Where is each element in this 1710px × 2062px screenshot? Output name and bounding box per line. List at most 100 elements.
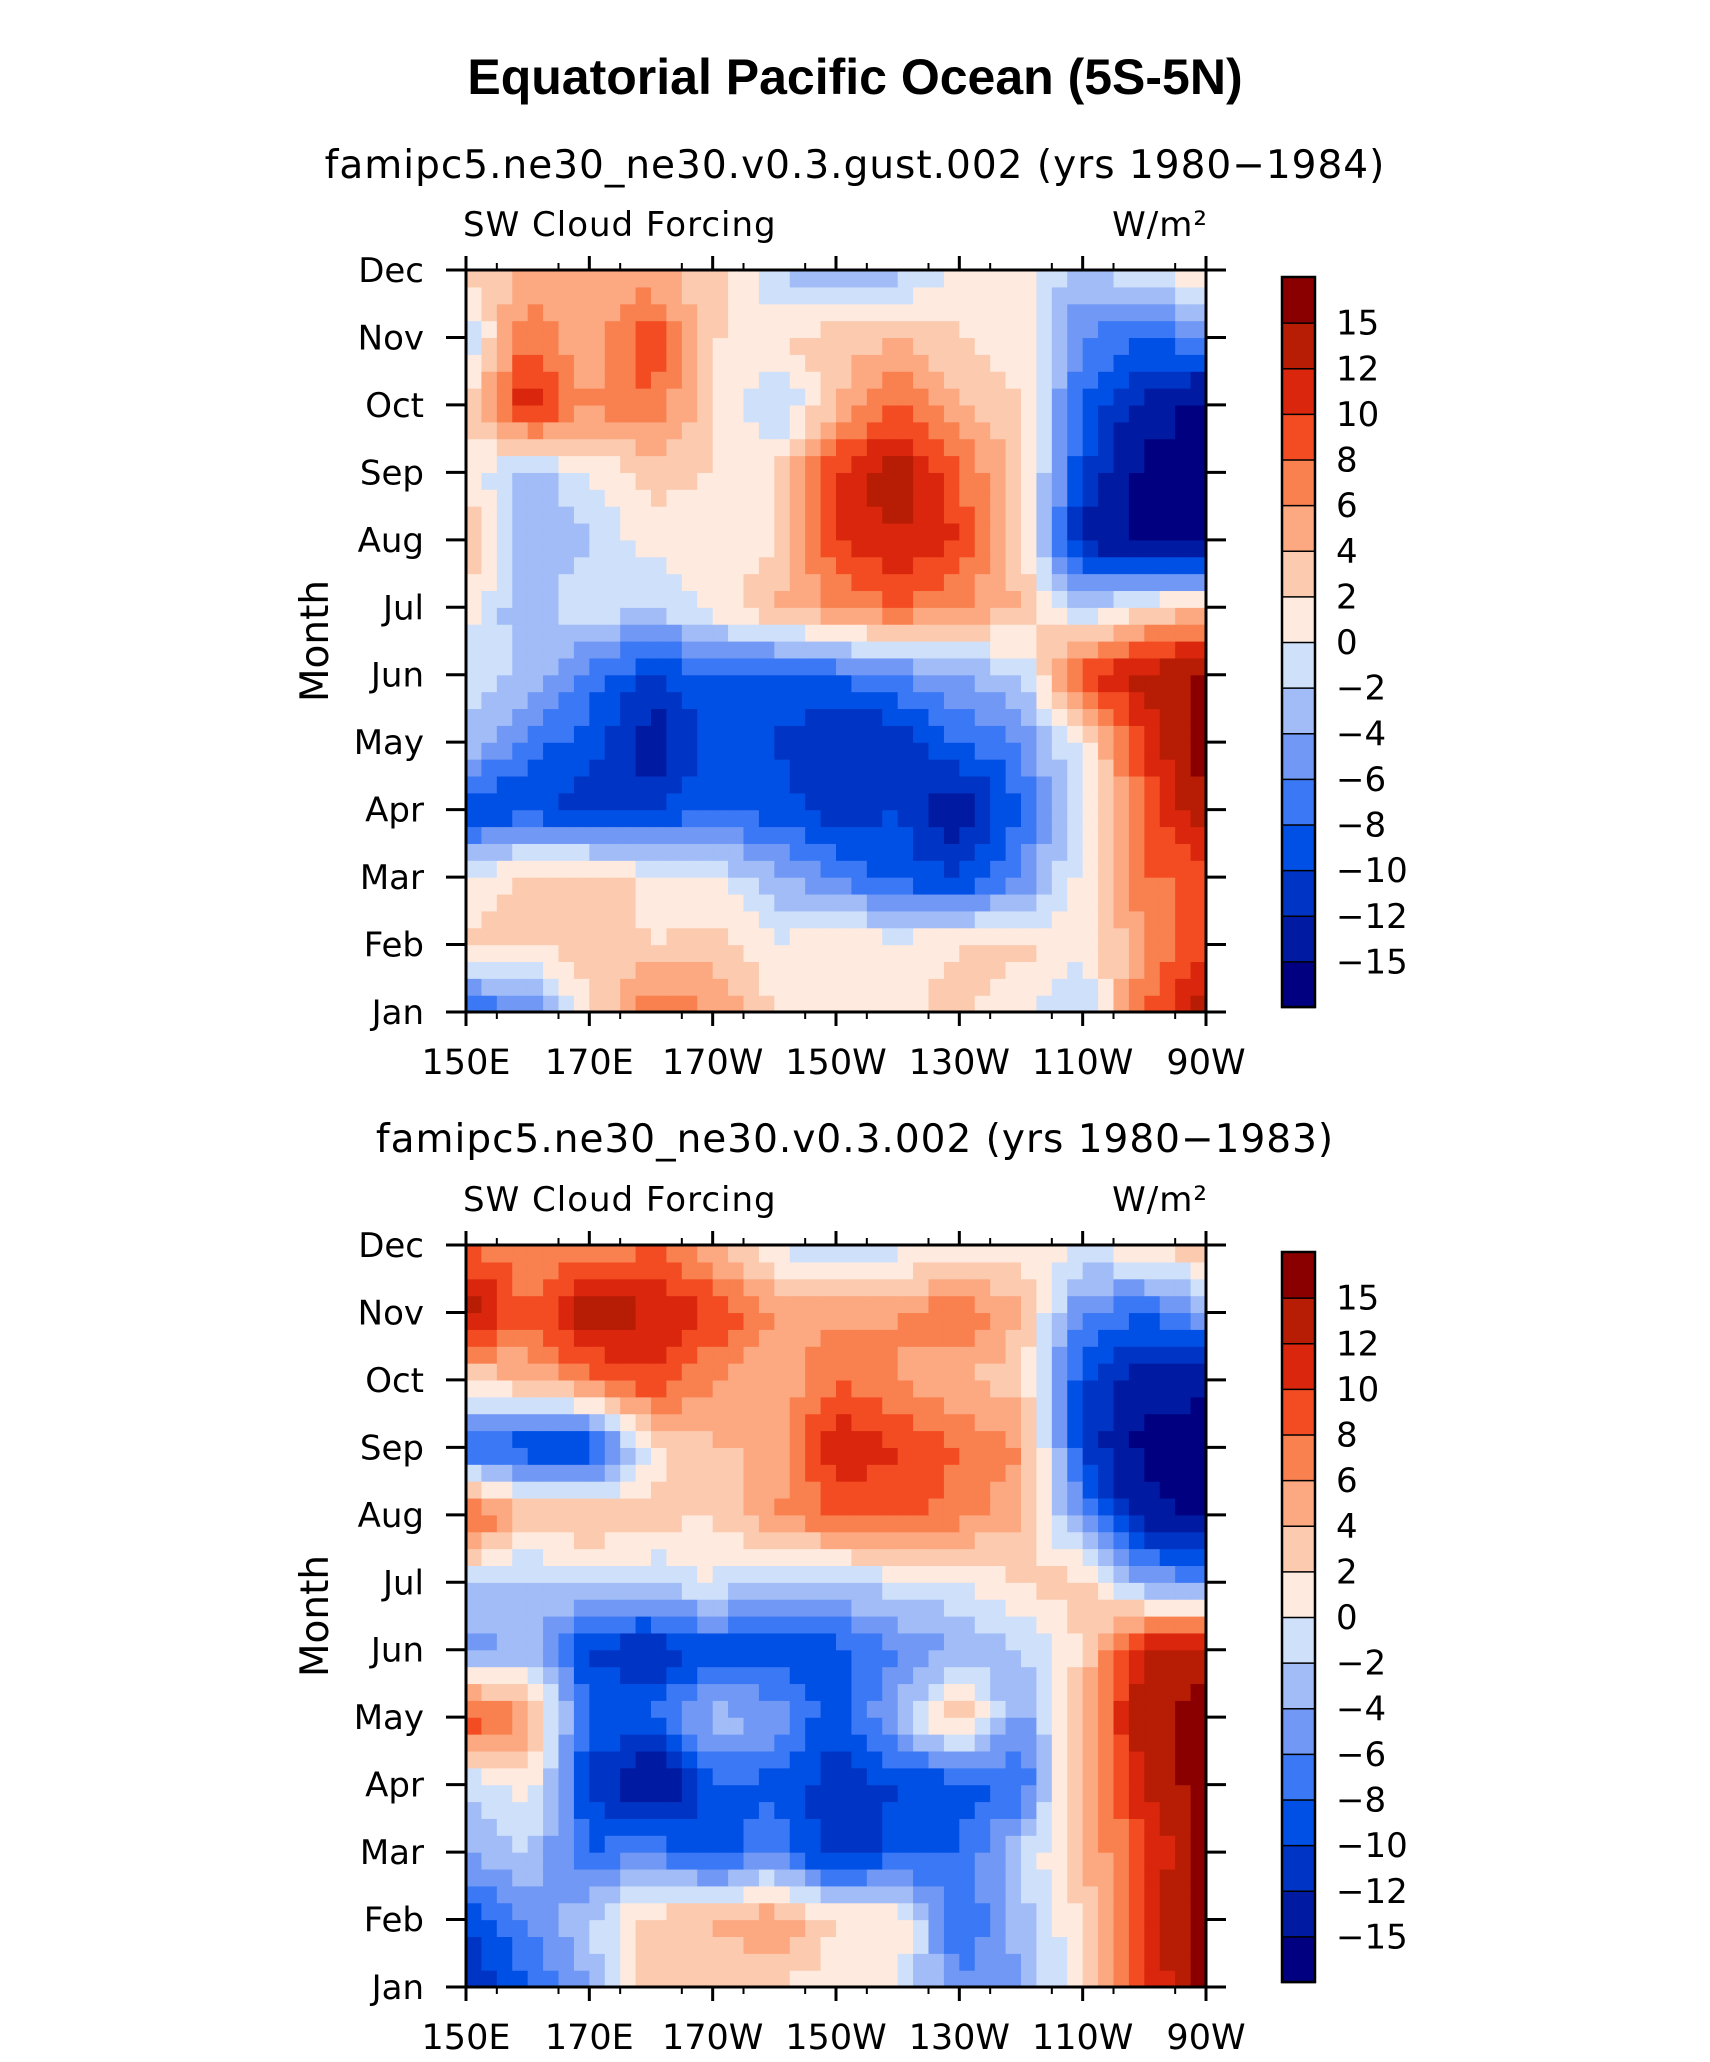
contour-cell	[928, 455, 945, 473]
contour-cell	[1128, 691, 1145, 710]
contour-cell	[527, 877, 544, 895]
contour-cell	[666, 421, 683, 440]
contour-cell	[527, 1497, 544, 1516]
contour-cell	[1190, 303, 1207, 322]
contour-cell	[820, 944, 837, 963]
contour-cell	[466, 556, 483, 575]
contour-cell	[635, 421, 652, 440]
contour-cell	[697, 1835, 714, 1853]
contour-cell	[789, 320, 806, 339]
contour-cell	[1190, 421, 1207, 440]
contour-cell	[1082, 1868, 1099, 1887]
contour-cell	[820, 1835, 837, 1853]
contour-cell	[990, 1953, 1007, 1971]
contour-cell	[1067, 1430, 1084, 1448]
contour-cell	[543, 1582, 560, 1600]
contour-cell	[466, 1683, 483, 1701]
contour-cell	[573, 1970, 590, 1988]
contour-cell	[1190, 1346, 1207, 1364]
contour-cell	[851, 455, 868, 473]
contour-cell	[943, 1481, 960, 1499]
contour-cell	[928, 961, 945, 979]
contour-cell	[959, 1329, 976, 1347]
contour-cell	[1128, 826, 1145, 844]
contour-cell	[512, 978, 529, 996]
contour-cell	[928, 1750, 945, 1769]
contour-cell	[805, 1919, 822, 1938]
contour-cell	[512, 421, 529, 440]
contour-cell	[1190, 1599, 1207, 1617]
contour-cell	[496, 708, 513, 726]
contour-cell	[758, 657, 775, 676]
contour-cell	[959, 1261, 976, 1280]
contour-cell	[1051, 1531, 1068, 1550]
contour-cell	[1128, 1464, 1145, 1482]
contour-cell	[481, 826, 498, 844]
contour-cell	[681, 489, 698, 507]
contour-cell	[913, 944, 930, 963]
contour-cell	[651, 1818, 668, 1836]
contour-cell	[758, 1548, 775, 1567]
x-tick-label: 170W	[662, 2018, 763, 2058]
contour-cell	[758, 1413, 775, 1432]
contour-cell	[666, 320, 683, 339]
contour-cell	[635, 1245, 652, 1263]
contour-cell	[620, 1599, 637, 1617]
contour-cell	[1144, 843, 1161, 861]
contour-cell	[1128, 573, 1145, 592]
contour-cell	[728, 809, 745, 828]
contour-cell	[604, 674, 621, 693]
contour-cell	[1175, 455, 1192, 473]
contour-cell	[1144, 1885, 1161, 1904]
contour-cell	[866, 1717, 883, 1735]
contour-cell	[466, 1852, 483, 1870]
contour-cell	[1005, 910, 1022, 929]
contour-cell	[573, 961, 590, 979]
contour-cell	[573, 1278, 590, 1297]
contour-cell	[635, 1363, 652, 1381]
contour-cell	[604, 1632, 621, 1651]
contour-cell	[789, 303, 806, 322]
contour-cell	[1005, 1379, 1022, 1398]
contour-cell	[758, 1363, 775, 1381]
contour-cell	[1159, 725, 1176, 743]
contour-cell	[1190, 1582, 1207, 1600]
contour-cell	[1144, 809, 1161, 828]
contour-cell	[620, 590, 637, 608]
contour-cell	[712, 1295, 729, 1314]
contour-cell	[913, 708, 930, 726]
contour-cell	[897, 1649, 914, 1668]
contour-cell	[1005, 1447, 1022, 1465]
contour-cell	[481, 742, 498, 760]
contour-cell	[820, 1666, 837, 1685]
contour-cell	[620, 995, 637, 1013]
contour-cell	[697, 303, 714, 322]
contour-cell	[1082, 1767, 1099, 1786]
contour-cell	[681, 1750, 698, 1769]
contour-cell	[1051, 708, 1068, 726]
contour-cell	[728, 1447, 745, 1465]
contour-cell	[928, 1278, 945, 1297]
contour-cell	[1098, 573, 1115, 592]
contour-cell	[959, 826, 976, 844]
contour-cell	[959, 1481, 976, 1499]
contour-cell	[697, 1278, 714, 1297]
contour-cell	[758, 1919, 775, 1938]
contour-cell	[697, 809, 714, 828]
contour-cell	[1190, 1835, 1207, 1853]
contour-cell	[959, 438, 976, 457]
contour-cell	[959, 1616, 976, 1634]
contour-cell	[620, 1616, 637, 1634]
contour-cell	[496, 286, 513, 305]
contour-cell	[728, 607, 745, 625]
contour-cell	[604, 1902, 621, 1921]
contour-cell	[1190, 1885, 1207, 1904]
contour-cell	[1190, 657, 1207, 676]
contour-cell	[1113, 1582, 1130, 1600]
contour-cell	[913, 927, 930, 946]
contour-cell	[1128, 1245, 1145, 1263]
contour-cell	[1190, 1464, 1207, 1482]
contour-cell	[635, 1767, 652, 1786]
contour-cell	[712, 809, 729, 828]
contour-cell	[943, 759, 960, 777]
